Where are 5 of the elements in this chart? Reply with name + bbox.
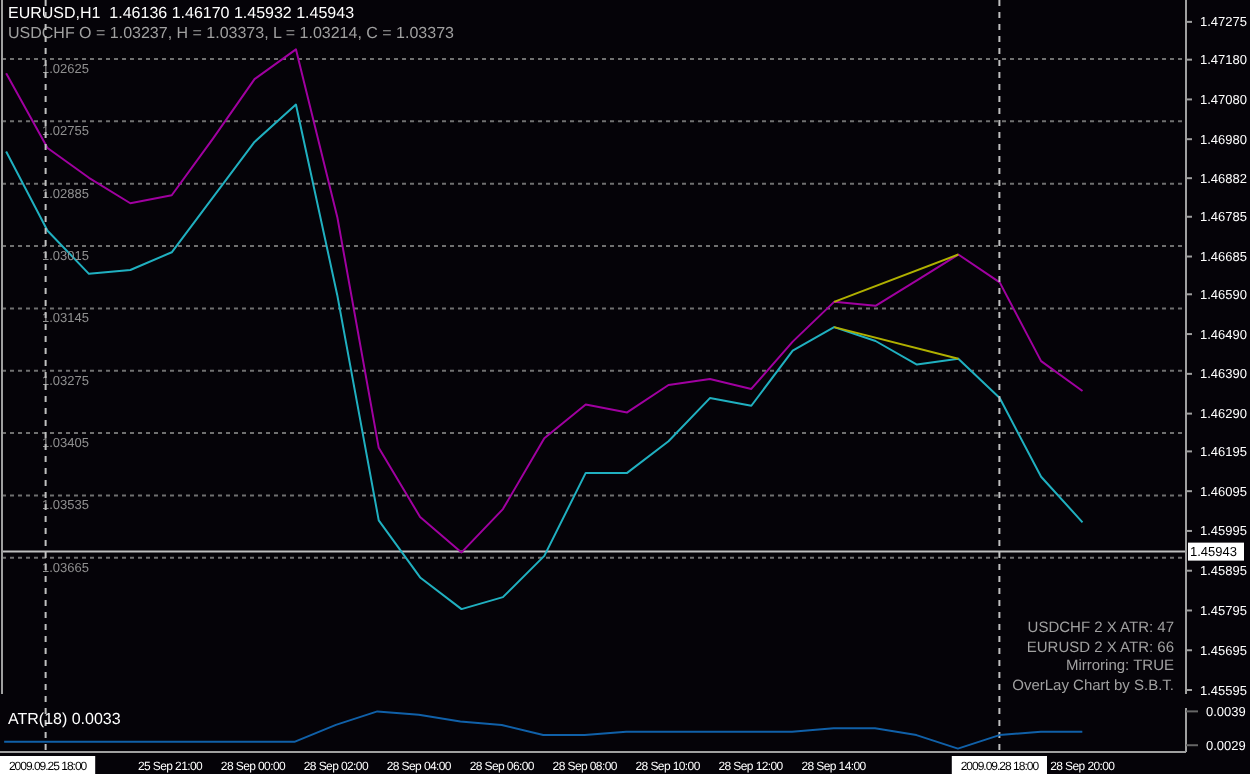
chart-title: EURUSD,H1 1.46136 1.46170 1.45932 1.45943 xyxy=(8,4,355,22)
text: USDCHF O = 1.03237, H = 1.03373, L = 1.03214, C = 1.03373 xyxy=(8,24,454,42)
line-series xyxy=(3,710,1084,750)
chart-title: ATR(18) 0.0033 xyxy=(8,710,121,728)
line-series xyxy=(5,48,1084,554)
